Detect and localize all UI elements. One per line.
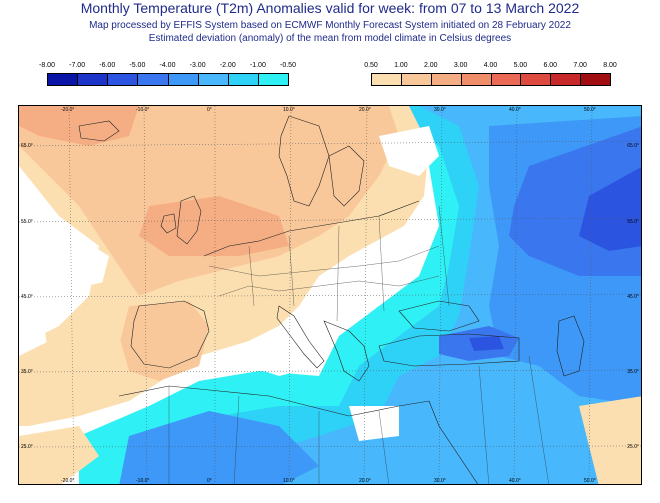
neutral-north — [379, 126, 439, 176]
legend-negative-swatch — [197, 73, 229, 86]
longitude-label-bottom: 0° — [207, 478, 212, 484]
legend-negative-tick-label: -4.00 — [159, 62, 176, 69]
neutral-east-med — [349, 406, 399, 441]
legend-negative-swatch — [77, 73, 109, 86]
longitude-label-bottom: -10.0° — [136, 478, 150, 484]
latitude-label-left: 25.0° — [21, 444, 33, 450]
legend-negative-tick-label: -2.00 — [219, 62, 236, 69]
legend-positive-swatch — [430, 73, 462, 86]
latitude-label-left: 65.0° — [21, 143, 33, 149]
legend-negative-tick-label: -5.00 — [129, 62, 146, 69]
longitude-label-top: -10.0° — [136, 107, 150, 113]
legend-positive-swatch — [400, 73, 432, 86]
legend-positive-tick-label: 8.00 — [603, 62, 617, 69]
longitude-label-top: -20.0° — [61, 107, 75, 113]
cool-region-6 — [579, 167, 641, 251]
legend-negative-swatch — [47, 73, 79, 86]
coastlines — [78, 115, 585, 484]
legend-positive-swatch — [371, 73, 402, 86]
map-canvas — [19, 106, 641, 484]
latitude-label-right: 55.0° — [627, 219, 639, 225]
subtitle-line-2: Estimated deviation (anomaly) of the mea… — [148, 33, 512, 44]
latitude-label-right: 65.0° — [627, 143, 639, 149]
legend-negative-tick-label: -1.00 — [249, 62, 266, 69]
latitude-label-right: 45.0° — [627, 294, 639, 300]
legend-positive-tick-label: 4.00 — [483, 62, 498, 69]
longitude-label-top: 40.0° — [509, 107, 521, 113]
anomaly-map: -20.0° -10.0° 0° 10.0° 20.0° 30.0° 40.0° 50.0° … — [18, 105, 642, 485]
legend-negative-swatch — [137, 73, 169, 86]
legend-negative-tick-label: -3.00 — [189, 62, 206, 69]
legend-negative-tick-label: -0.50 — [280, 62, 296, 69]
legend-positive-swatch — [490, 73, 522, 86]
neutral-atlantic — [19, 166, 99, 346]
cool-region-south — [119, 411, 319, 484]
neutral-mediterranean — [249, 321, 319, 376]
longitude-label-top: 30.0° — [434, 107, 446, 113]
legend-negative-tick-label: -6.00 — [99, 62, 116, 69]
neutral-arabia — [579, 396, 641, 484]
legend-positive-tick-label: 7.00 — [573, 62, 587, 69]
longitude-label-bottom: 10.0° — [283, 478, 295, 484]
legend-positive-tick-label: 0.50 — [364, 62, 378, 69]
legend-positive-tick-label: 6.00 — [543, 62, 558, 69]
legend-negative-swatch — [257, 73, 289, 86]
legend-positive-tick-label: 3.00 — [453, 62, 468, 69]
legend-positive-swatch — [520, 73, 552, 86]
legend-negative-swatch — [107, 73, 139, 86]
longitude-label-top: 50.0° — [584, 107, 596, 113]
page-title: Monthly Temperature (T2m) Anomalies vali… — [80, 0, 580, 16]
latitude-label-left: 45.0° — [21, 294, 33, 300]
legend-positive-tick-label: 1.00 — [394, 62, 408, 69]
legend-negative-swatch — [167, 73, 199, 86]
legend-positive-swatch — [550, 73, 582, 86]
latitude-label-left: 35.0° — [21, 369, 33, 375]
warm-region-4 — [139, 196, 289, 256]
longitude-label-bottom: 40.0° — [509, 478, 521, 484]
latitude-label-right: 35.0° — [627, 369, 639, 375]
longitude-label-bottom: 50.0° — [584, 478, 596, 484]
country-borders — [168, 205, 549, 484]
legend-positive-tick-label: 2.00 — [423, 62, 438, 69]
legend-negative-swatch — [227, 73, 259, 86]
longitude-label-bottom: 30.0° — [434, 478, 446, 484]
graticule — [19, 106, 641, 484]
longitude-label-bottom: 20.0° — [359, 478, 371, 484]
legend-positive-swatch — [460, 73, 492, 86]
longitude-label-top: 20.0° — [359, 107, 371, 113]
subtitle-line-1: Map processed by EFFIS System based on E… — [89, 20, 571, 31]
legend-negative-tick-label: -8.00 — [39, 62, 55, 69]
neutral-sahara — [19, 426, 99, 484]
latitude-label-left: 55.0° — [21, 219, 33, 225]
latitude-label-right: 25.0° — [627, 444, 639, 450]
cool-region-turkey-core — [469, 336, 504, 351]
legend-positive-tick-label: 5.00 — [513, 62, 528, 69]
legend-positive-swatch — [580, 73, 611, 86]
longitude-label-bottom: -20.0° — [61, 478, 75, 484]
longitude-label-top: 0° — [207, 107, 212, 113]
longitude-label-top: 10.0° — [283, 107, 295, 113]
legend-negative-tick-label: -7.00 — [69, 62, 86, 69]
